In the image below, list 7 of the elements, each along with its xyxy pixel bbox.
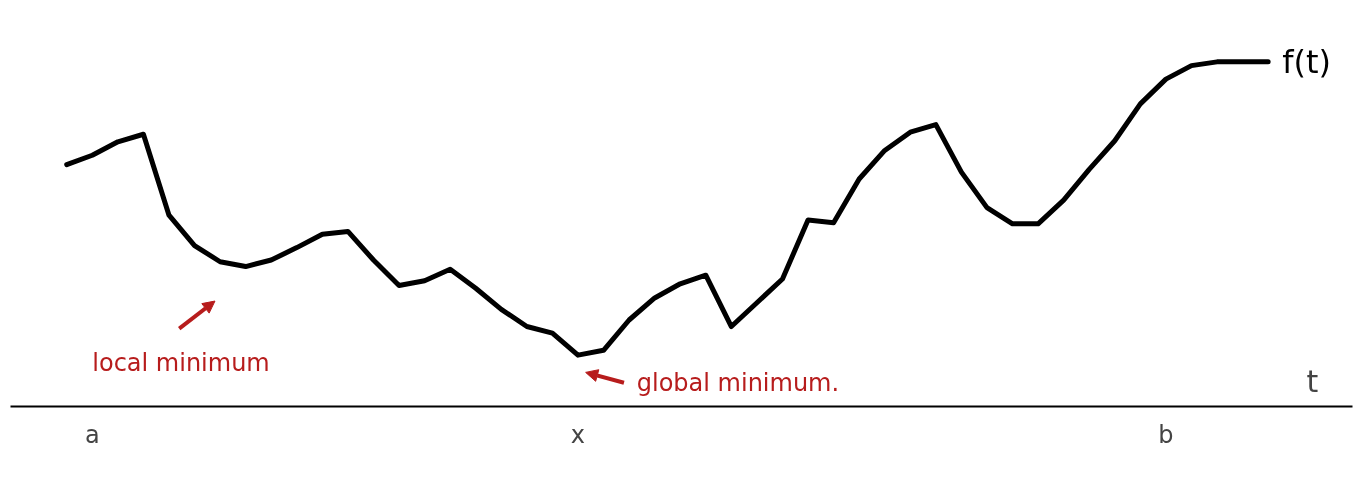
x-tick-label: b [1158, 420, 1174, 449]
x-tick-label: a [84, 420, 100, 449]
x-tick-label: x [570, 420, 586, 449]
series-label: f(t) [1282, 42, 1331, 81]
annotation: local minimum [92, 349, 270, 378]
x-axis-title: t [1306, 363, 1319, 399]
annotation: global minimum. [636, 368, 840, 397]
